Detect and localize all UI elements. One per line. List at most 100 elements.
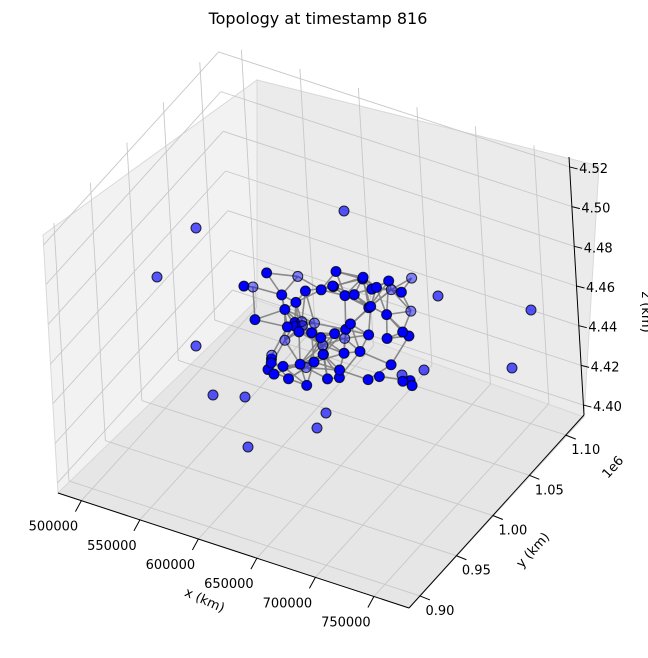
x-tick-label: 600000: [146, 558, 196, 573]
network-node: [354, 345, 366, 357]
network-node: [261, 267, 273, 279]
y-tick-mark: [492, 515, 504, 520]
z-gridline-right: [225, 170, 577, 287]
network-node: [279, 304, 291, 316]
y-axis-line: [408, 414, 585, 609]
y-tick-label: 1.10: [571, 443, 600, 458]
y-gridline-floor: [141, 400, 493, 516]
network-node: [276, 289, 288, 301]
y-tick-label: 1.05: [535, 483, 564, 498]
network-node: [315, 332, 327, 344]
network-node: [320, 407, 332, 419]
x-axis-line: [57, 492, 410, 609]
network-node: [306, 327, 318, 339]
network-node: [365, 300, 377, 312]
z-gridline-right: [229, 249, 582, 366]
network-node: [338, 205, 350, 217]
network-node: [373, 371, 385, 383]
network-node: [283, 373, 295, 385]
y-offset-label: 1e6: [600, 454, 628, 482]
z-tick-mark: [580, 364, 590, 368]
network-node: [308, 317, 320, 329]
z-tick-mark: [571, 206, 581, 210]
network-node: [506, 362, 518, 374]
network-node: [317, 348, 329, 360]
y-gridline-floor: [178, 359, 530, 476]
network-node: [381, 309, 393, 321]
ticks: 500000 550000 600000 650000 700000 750000 0.90…: [29, 162, 622, 631]
x-tick-label: 650000: [204, 577, 254, 592]
z-tick-mark: [583, 404, 592, 408]
network-edge: [390, 277, 413, 291]
network-node: [190, 222, 202, 234]
x-tick-mark: [133, 519, 141, 532]
x-gridline-floor: [256, 364, 433, 559]
x-tick-mark: [191, 538, 199, 551]
z-tick-label: 4.50: [581, 202, 610, 217]
network-node: [357, 271, 369, 283]
z-tick-label: 4.46: [586, 281, 615, 296]
network-node: [290, 296, 302, 308]
network-node: [294, 358, 306, 370]
network-node: [432, 290, 444, 302]
network-node: [330, 265, 342, 277]
x-gridline-floor: [81, 307, 257, 501]
network-node: [190, 340, 202, 352]
z-tick-label: 4.48: [584, 241, 613, 256]
y-tick-mark: [419, 595, 431, 601]
network-node: [308, 356, 320, 368]
z-tick-label: 4.40: [593, 400, 622, 415]
network-node: [395, 286, 407, 298]
network-node: [265, 357, 277, 369]
network-node: [418, 364, 430, 376]
network-nodes: [151, 205, 537, 453]
z-tick-mark: [569, 166, 578, 170]
network-node: [329, 328, 341, 340]
chart-title: Topology at timestamp 816: [208, 9, 428, 28]
network-node: [247, 281, 259, 293]
z-tick-mark: [578, 325, 587, 329]
network-node: [207, 389, 219, 401]
network-node: [362, 374, 374, 386]
network-node: [301, 379, 313, 391]
z-gridline-right: [220, 91, 573, 208]
y-gridline-floor: [68, 480, 421, 597]
network-node: [397, 375, 409, 387]
network-node: [242, 441, 254, 453]
network-edge: [322, 337, 345, 347]
z-gridline-left: [47, 131, 224, 325]
network-node: [397, 326, 409, 338]
x-tick-label: 500000: [29, 520, 79, 535]
axes-panes: [42, 79, 600, 609]
x-gridline-floor: [373, 403, 550, 597]
z-gridline-left: [43, 51, 219, 246]
network-edge: [390, 335, 410, 366]
network-node: [292, 270, 304, 282]
z-gridline-left: [45, 91, 222, 285]
x-tick-mark: [367, 596, 375, 608]
z-tick-label: 4.52: [579, 162, 608, 177]
network-node: [370, 281, 382, 293]
z-axis-label: z (km): [638, 291, 648, 332]
x-tick-mark: [308, 577, 316, 589]
gridlines: [43, 49, 584, 597]
network-node: [363, 329, 375, 341]
network-node: [279, 334, 291, 346]
network-node: [293, 326, 305, 338]
x-gridline-floor: [315, 384, 491, 578]
y-tick-label: 0.90: [425, 604, 454, 619]
network-node: [296, 316, 308, 328]
y-tick-label: 0.95: [462, 564, 491, 579]
network-node: [338, 347, 350, 359]
x-tick-label: 550000: [87, 539, 137, 554]
network-node: [315, 284, 327, 296]
network-node: [344, 318, 356, 330]
network-node: [327, 280, 339, 292]
network-node: [311, 422, 323, 434]
z-tick-mark: [574, 245, 583, 249]
x-tick-label: 750000: [321, 616, 371, 631]
network-node: [334, 364, 346, 376]
network-node: [348, 289, 360, 301]
network-node: [406, 380, 418, 392]
network-node: [249, 314, 261, 326]
